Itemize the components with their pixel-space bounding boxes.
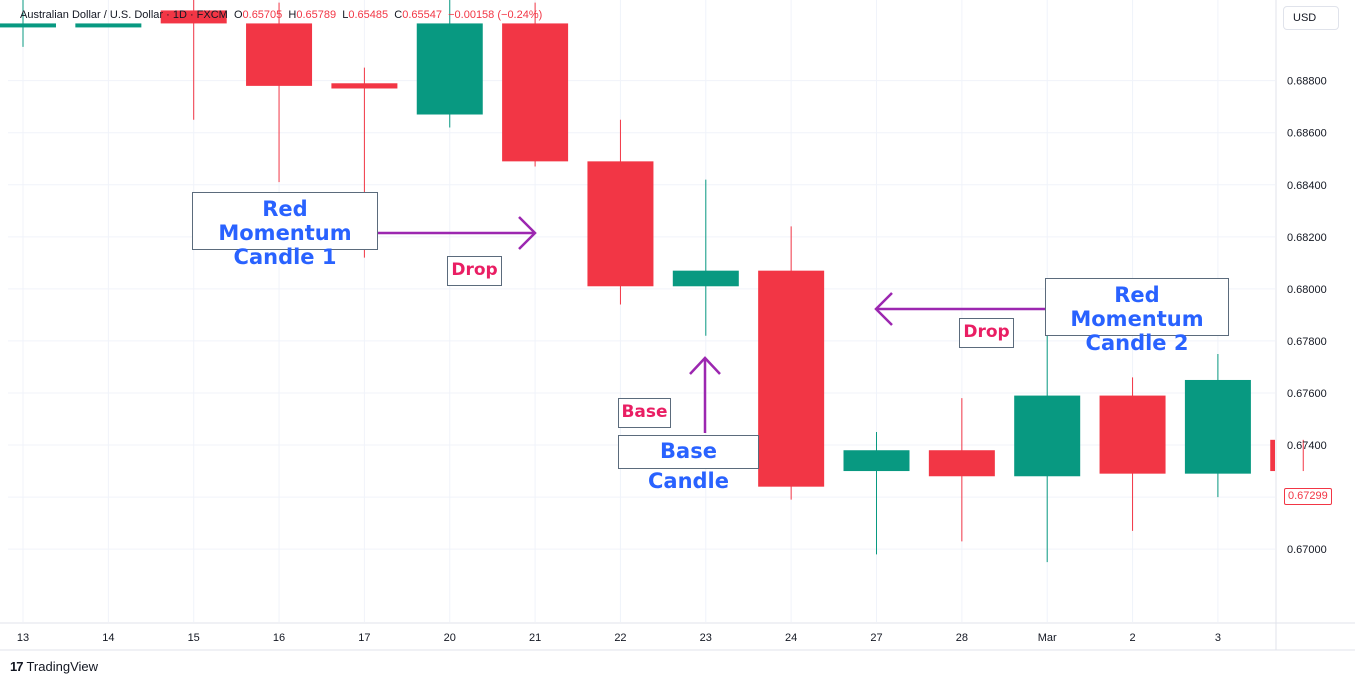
candle-13: [0, 0, 56, 47]
x-tick-label: 13: [17, 632, 29, 644]
x-tick-label: 14: [102, 632, 114, 644]
candle-body: [502, 23, 569, 162]
candle-3: [1184, 353, 1251, 498]
annotation-red-momentum-2-line1: Red Momentum: [1070, 283, 1204, 331]
y-tick-label: 0.68800: [1287, 76, 1327, 88]
candle-22: [587, 119, 654, 305]
candle-body: [246, 23, 313, 86]
close-value: 0.65547: [402, 9, 442, 21]
candle-body: [1014, 395, 1081, 477]
candle-body: [75, 23, 142, 28]
x-tick-label: 24: [785, 632, 797, 644]
candle-4: [1270, 439, 1304, 472]
x-tick-label: 28: [956, 632, 968, 644]
x-tick-label: 2: [1129, 632, 1135, 644]
tradingview-logo-icon: 17: [10, 659, 24, 674]
candle-body: [331, 83, 398, 89]
y-tick-label: 0.67800: [1287, 336, 1327, 348]
y-tick-label: 0.68400: [1287, 180, 1327, 192]
candle-body: [1099, 395, 1166, 474]
x-tick-label: Mar: [1038, 632, 1057, 644]
candle-body: [843, 450, 910, 472]
symbol-legend[interactable]: Australian Dollar / U.S. Dollar · 1D · F…: [20, 9, 542, 21]
candle-body: [416, 23, 483, 115]
annotation-base-candle: Base Candle: [618, 435, 759, 493]
candle-2: [1099, 377, 1166, 531]
open-label: O: [233, 9, 243, 21]
annotation-red-momentum-2-line2: Candle 2: [1085, 331, 1189, 355]
currency-selector[interactable]: USD: [1283, 6, 1339, 30]
low-label: L: [342, 9, 349, 21]
candle-14: [75, 23, 142, 28]
last-price-tag: 0.67299: [1284, 488, 1332, 505]
arrow-right-head: [518, 216, 537, 250]
x-tick-label: 21: [529, 632, 541, 644]
candle-body: [587, 161, 654, 287]
annotation-red-momentum-1-line2: Candle 1: [233, 245, 337, 269]
x-tick-label: 15: [188, 632, 200, 644]
annotation-red-momentum-1: Red Momentum Candle 1: [192, 192, 378, 269]
candle-21: [502, 2, 569, 167]
y-tick-label: 0.67600: [1287, 388, 1327, 400]
tradingview-logo[interactable]: 17 TradingView: [10, 659, 98, 674]
candle-body: [0, 23, 56, 28]
annotation-base: Base: [618, 398, 671, 428]
change-value: −0.00158 (−0.24%): [448, 9, 543, 21]
y-tick-label: 0.68200: [1287, 232, 1327, 244]
candle-body: [160, 10, 227, 24]
candle-body: [672, 270, 739, 287]
y-tick-label: 0.67000: [1287, 544, 1327, 556]
high-label: H: [288, 9, 297, 21]
candle-28: [928, 398, 995, 542]
candle-16: [246, 2, 313, 183]
y-tick-label: 0.68600: [1287, 128, 1327, 140]
candle-body: [928, 450, 995, 477]
x-tick-label: 17: [358, 632, 370, 644]
high-value: 0.65789: [296, 9, 337, 21]
candle-body: [1270, 439, 1275, 472]
candle-27: [843, 432, 910, 555]
candle-24: [758, 226, 825, 500]
annotation-arrows: [362, 216, 1047, 433]
x-tick-label: 20: [444, 632, 456, 644]
price-axis[interactable]: 0.670000.672000.674000.676000.678000.680…: [1275, 0, 1327, 650]
candle-body: [758, 270, 825, 487]
arrow-up-head: [689, 356, 721, 375]
annotation-drop-1: Drop: [447, 256, 502, 286]
x-tick-label: 27: [870, 632, 882, 644]
y-tick-label: 0.68000: [1287, 284, 1327, 296]
candle-body: [1184, 379, 1251, 474]
x-tick-label: 3: [1215, 632, 1221, 644]
candle-Mar: [1014, 330, 1081, 563]
annotation-red-momentum-2: Red Momentum Candle 2: [1045, 278, 1229, 355]
y-tick-label: 0.67400: [1287, 440, 1327, 452]
candles: [0, 0, 1304, 563]
symbol-title: Australian Dollar / U.S. Dollar · 1D · F…: [20, 9, 228, 21]
candle-20: [416, 0, 483, 128]
x-tick-label: 16: [273, 632, 285, 644]
tradingview-logo-text: TradingView: [26, 659, 99, 674]
close-label: C: [394, 9, 403, 21]
x-tick-label: 23: [700, 632, 712, 644]
open-value: 0.65705: [242, 9, 283, 21]
candle-23: [672, 179, 739, 336]
low-value: 0.65485: [348, 9, 389, 21]
candle-15: [160, 0, 227, 120]
arrow-left-head: [874, 292, 893, 326]
annotation-red-momentum-1-line1: Red Momentum: [218, 197, 352, 245]
time-axis[interactable]: 13 14 15 16 17 20 21 22 23 24 27 28 Mar 2 3: [0, 622, 1355, 651]
annotation-drop-2: Drop: [959, 318, 1014, 348]
x-tick-label: 22: [614, 632, 626, 644]
